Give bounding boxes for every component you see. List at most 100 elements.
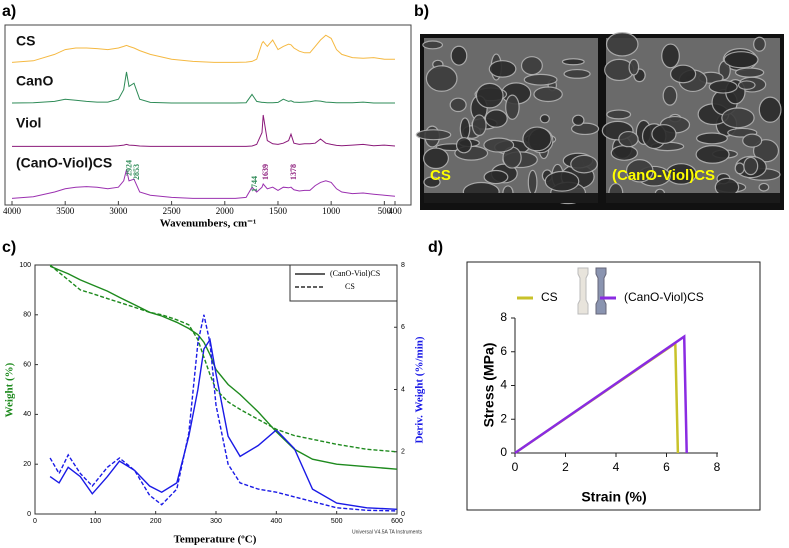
peak-label: 2853 [132, 164, 141, 180]
sem-pore [695, 132, 728, 145]
y-axis-label: Stress (MPa) [481, 343, 497, 428]
x-tick-label: 1000 [322, 206, 341, 216]
y-tick-label: 0 [27, 511, 31, 518]
x-tick-label: 8 [714, 460, 721, 474]
x-tick-label: 4000 [3, 206, 22, 216]
sem-pore [539, 114, 550, 124]
x-tick-label: 400 [388, 206, 402, 216]
x-tick-label: 500 [331, 518, 343, 525]
x-tick-label: 6 [663, 460, 670, 474]
x-tick-label: 3500 [56, 206, 75, 216]
sem-pore [533, 86, 563, 103]
x-tick-label: 600 [391, 518, 403, 525]
footnote: Universal V4.5A TA Instruments [352, 529, 423, 535]
y2-tick-label: 0 [401, 511, 405, 518]
y2-tick-label: 2 [401, 449, 405, 456]
sem-pore [563, 68, 591, 79]
sem-pore [758, 182, 770, 192]
deriv-line [49, 337, 398, 510]
deriv-line [49, 314, 398, 512]
y2-tick-label: 4 [401, 386, 405, 393]
sem-pore [544, 170, 580, 192]
y2-tick-label: 8 [401, 262, 405, 269]
sem-pore [483, 137, 515, 153]
y-tick-label: 2 [500, 411, 507, 425]
sem-pore [670, 64, 697, 84]
legend-label: CS [541, 290, 558, 304]
x-tick-label: 2000 [216, 206, 235, 216]
y-tick-label: 60 [23, 361, 31, 368]
x-tick-label: 500 [378, 206, 392, 216]
y-tick-label: 20 [23, 461, 31, 468]
y2-tick-label: 6 [401, 324, 405, 331]
sem-pore [422, 40, 444, 50]
sem-pore [483, 169, 509, 185]
x-tick-label: 300 [210, 518, 222, 525]
y-tick-label: 40 [23, 411, 31, 418]
legend-label: CS [345, 282, 355, 291]
sem-label: (CanO-Viol)CS [612, 167, 715, 184]
panel-label: a) [2, 3, 16, 20]
sem-pore [459, 117, 471, 140]
y-tick-label: 4 [500, 378, 507, 392]
x-axis-label: Strain (%) [581, 489, 646, 505]
stress-line [514, 334, 688, 455]
sem-pore [695, 145, 730, 164]
sem-pore [527, 169, 538, 195]
x-tick-label: 2 [562, 460, 569, 474]
y-tick-label: 80 [23, 312, 31, 319]
y2-axis-label: Deriv. Weight (%/min) [414, 336, 426, 443]
legend-label: (CanO-Viol)CS [330, 269, 380, 278]
legend-label: (CanO-Viol)CS [624, 290, 704, 304]
peak-label: 2924 [124, 160, 133, 176]
sem-info-bar [606, 193, 780, 203]
sem-pore [561, 58, 585, 66]
sem-pore [471, 114, 487, 137]
x-tick-label: 0 [512, 460, 519, 474]
y-tick-label: 100 [19, 262, 31, 269]
x-axis-label: Temperature (ºC) [174, 534, 257, 546]
series-label: CanO [16, 73, 53, 89]
sem-pore [721, 107, 755, 129]
y-tick-label: 0 [500, 445, 507, 459]
sem-pore [425, 65, 458, 92]
sem-pore [422, 147, 449, 170]
x-tick-label: 1500 [269, 206, 288, 216]
series-label: (CanO-Viol)CS [16, 155, 112, 171]
sem-pore [520, 56, 543, 76]
y-tick-label: 8 [500, 310, 507, 324]
sem-pore [628, 58, 640, 76]
series-label: CS [16, 33, 35, 49]
peak-label: 1378 [289, 164, 298, 180]
sem-pore [610, 145, 638, 161]
peak-label: 1639 [261, 164, 270, 180]
sem-pore [651, 124, 677, 144]
sem-pore [523, 73, 558, 86]
x-tick-label: 3000 [109, 206, 128, 216]
spectrum-line [11, 34, 395, 63]
sem-pore [742, 133, 763, 148]
sem-pore [625, 159, 654, 183]
sem-pore [618, 130, 639, 148]
legend-box [289, 264, 398, 302]
x-tick-label: 0 [33, 518, 37, 525]
spectrum-line [12, 114, 396, 147]
spectrum-line [11, 71, 395, 104]
sem-pore [753, 36, 766, 52]
sem-pore [455, 137, 472, 154]
sem-pore [484, 109, 508, 128]
sem-pore [743, 156, 759, 176]
x-tick-label: 2500 [163, 206, 182, 216]
sem-pore [449, 97, 467, 113]
sem-pore [571, 114, 585, 127]
sem-pore [723, 51, 759, 69]
panel-frame [466, 261, 761, 511]
sem-pore [488, 60, 517, 78]
sem-pore [605, 31, 639, 57]
x-tick-label: 4 [613, 460, 620, 474]
plot-frame [4, 24, 412, 206]
sem-pore [522, 126, 552, 152]
sem-pore [734, 162, 745, 175]
sem-pore [662, 85, 678, 106]
